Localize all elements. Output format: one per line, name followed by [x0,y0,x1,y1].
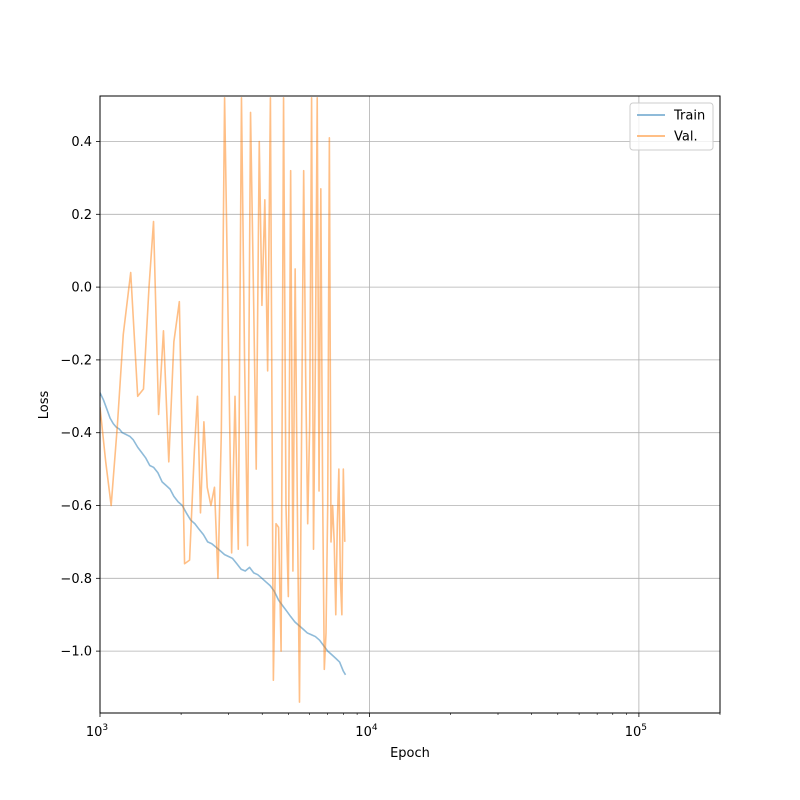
y-tick-label: −0.6 [60,499,92,514]
y-tick-label: −0.2 [60,353,92,368]
y-tick-label: −0.8 [60,572,92,587]
x-axis-ticks: 103 104 105 [86,713,721,740]
y-tick-label: 0.4 [71,135,92,150]
series-lines [100,97,347,703]
legend-label-train: Train [673,109,705,124]
legend: Train Val. [629,102,714,151]
plot-area [100,96,720,713]
y-axis-label: Loss [37,391,52,420]
x-axis-label: Epoch [390,746,430,761]
y-tick-label: 0.0 [71,281,92,296]
x-tick-label: 104 [355,723,378,740]
axes-frame [99,95,721,714]
y-tick-label: −1.0 [60,645,92,660]
y-axis-ticks: 0.4 0.2 0.0 −0.2 −0.4 −0.6 −0.8 −1.0 [60,135,100,660]
x-tick-label: 103 [86,723,108,740]
y-tick-label: 0.2 [71,208,92,223]
series-line-val [100,97,346,703]
legend-label-val: Val. [674,130,698,145]
series-line-train [100,392,347,676]
y-tick-label: −0.4 [60,426,92,441]
x-tick-label: 105 [625,723,647,740]
